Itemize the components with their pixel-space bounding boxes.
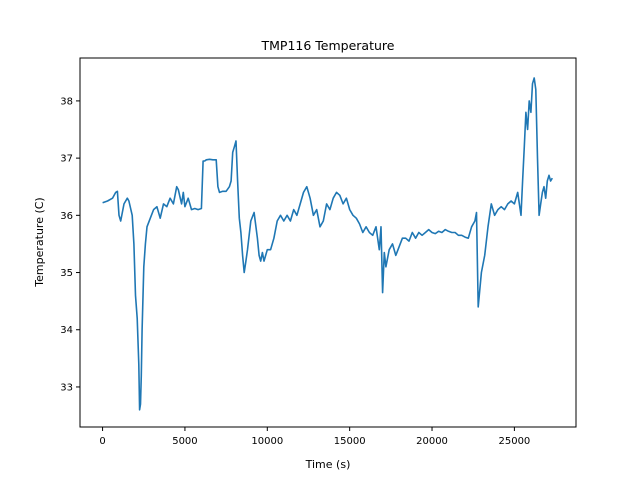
x-axis-ticks: 0 5000 10000 15000 20000 25000 [99,427,530,447]
chart-title: TMP116 Temperature [261,38,395,53]
y-tick-label: 34 [60,325,73,336]
y-axis-label: Temperature (C) [33,197,46,287]
x-tick-label: 0 [99,436,105,447]
x-tick-label: 25000 [498,436,530,447]
y-tick-label: 33 [60,382,73,393]
series-line-0 [102,77,553,411]
x-axis-label: Time (s) [305,458,351,471]
y-axis-ticks: 33 34 35 36 37 38 [60,96,80,393]
x-tick-label: 10000 [251,436,283,447]
x-tick-label: 5000 [172,436,197,447]
x-tick-label: 15000 [334,436,366,447]
y-tick-label: 36 [60,211,73,222]
plot-area [79,57,577,428]
y-tick-label: 37 [60,154,73,165]
series-layer [102,77,553,411]
y-tick-label: 35 [60,268,73,279]
axes-frame [79,57,577,428]
y-tick-label: 38 [60,96,73,107]
x-tick-label: 20000 [416,436,448,447]
